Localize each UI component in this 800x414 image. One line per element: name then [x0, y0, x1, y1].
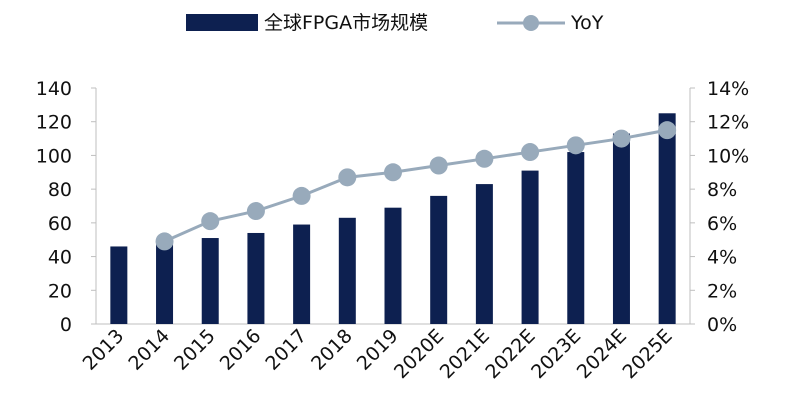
- x-tick-label: 2020E: [390, 325, 448, 383]
- x-tick-label: 2018: [307, 325, 357, 375]
- left-axis-ticks: 0 20 40 60 80 100 120 140: [36, 78, 96, 336]
- right-tick-label: 6%: [707, 213, 737, 235]
- right-tick-label: 0%: [707, 314, 737, 336]
- x-tick-label: 2016: [216, 325, 266, 375]
- yoy-point-2014: [155, 232, 174, 251]
- bar-2013: [110, 246, 128, 324]
- bar-2018: [338, 217, 356, 324]
- yoy-point-2015: [201, 212, 220, 231]
- x-tick-label: 2022E: [481, 325, 539, 383]
- legend-line-marker: [523, 15, 539, 31]
- left-tick-label: 0: [60, 314, 72, 336]
- bar-2014: [156, 243, 174, 324]
- legend-label-market-size: 全球FPGA市场规模: [264, 12, 428, 34]
- left-tick-label: 20: [48, 280, 72, 302]
- legend: 全球FPGA市场规模 YoY: [186, 12, 604, 34]
- yoy-point-2017: [292, 186, 311, 205]
- right-tick-label: 12%: [707, 112, 749, 134]
- right-tick-label: 8%: [707, 179, 737, 201]
- yoy-point-2020E: [429, 156, 448, 175]
- right-tick-label: 10%: [707, 145, 749, 167]
- left-tick-label: 100: [36, 145, 72, 167]
- yoy-line-series: [155, 121, 677, 251]
- right-tick-label: 4%: [707, 247, 737, 269]
- x-tick-label: 2015: [170, 325, 220, 375]
- left-tick-label: 40: [48, 247, 72, 269]
- bar-2021E: [475, 184, 493, 324]
- x-tick-label: 2021E: [436, 325, 494, 383]
- bar-2019: [384, 207, 402, 324]
- right-tick-label: 14%: [707, 78, 749, 100]
- yoy-point-2021E: [475, 149, 494, 168]
- yoy-point-2023E: [566, 136, 585, 155]
- right-axis-ticks: 0% 2% 4% 6% 8% 10% 12% 14%: [690, 78, 749, 336]
- x-tick-label: 2013: [79, 325, 129, 375]
- left-tick-label: 140: [36, 78, 72, 100]
- bar-2023E: [567, 152, 585, 324]
- yoy-point-2016: [246, 202, 265, 221]
- x-tick-label: 2024E: [573, 325, 631, 383]
- bar-2025E: [658, 113, 676, 325]
- bar-2022E: [521, 170, 539, 324]
- x-tick-label: 2017: [261, 325, 311, 375]
- yoy-point-2019: [384, 163, 402, 182]
- bar-2024E: [612, 133, 630, 324]
- x-tick-label: 2014: [124, 325, 174, 375]
- left-tick-label: 60: [48, 213, 72, 235]
- left-tick-label: 120: [36, 112, 72, 134]
- right-tick-label: 2%: [707, 280, 737, 302]
- legend-bar-swatch: [186, 14, 258, 31]
- yoy-point-2018: [338, 168, 357, 187]
- x-tick-label: 2023E: [527, 325, 585, 383]
- x-axis-labels: 20132014201520162017201820192020E2021E20…: [79, 325, 677, 383]
- bar-2015: [201, 238, 219, 324]
- x-tick-label: 2025E: [618, 325, 676, 383]
- yoy-point-2022E: [521, 143, 540, 162]
- bar-2017: [293, 224, 311, 324]
- yoy-line: [163, 128, 668, 243]
- legend-label-yoy: YoY: [570, 12, 604, 34]
- yoy-point-2024E: [612, 129, 631, 148]
- bar-series: [110, 113, 676, 325]
- yoy-point-2025E: [658, 121, 677, 140]
- bar-2020E: [430, 195, 448, 324]
- bar-2016: [247, 232, 265, 324]
- left-tick-label: 80: [48, 179, 72, 201]
